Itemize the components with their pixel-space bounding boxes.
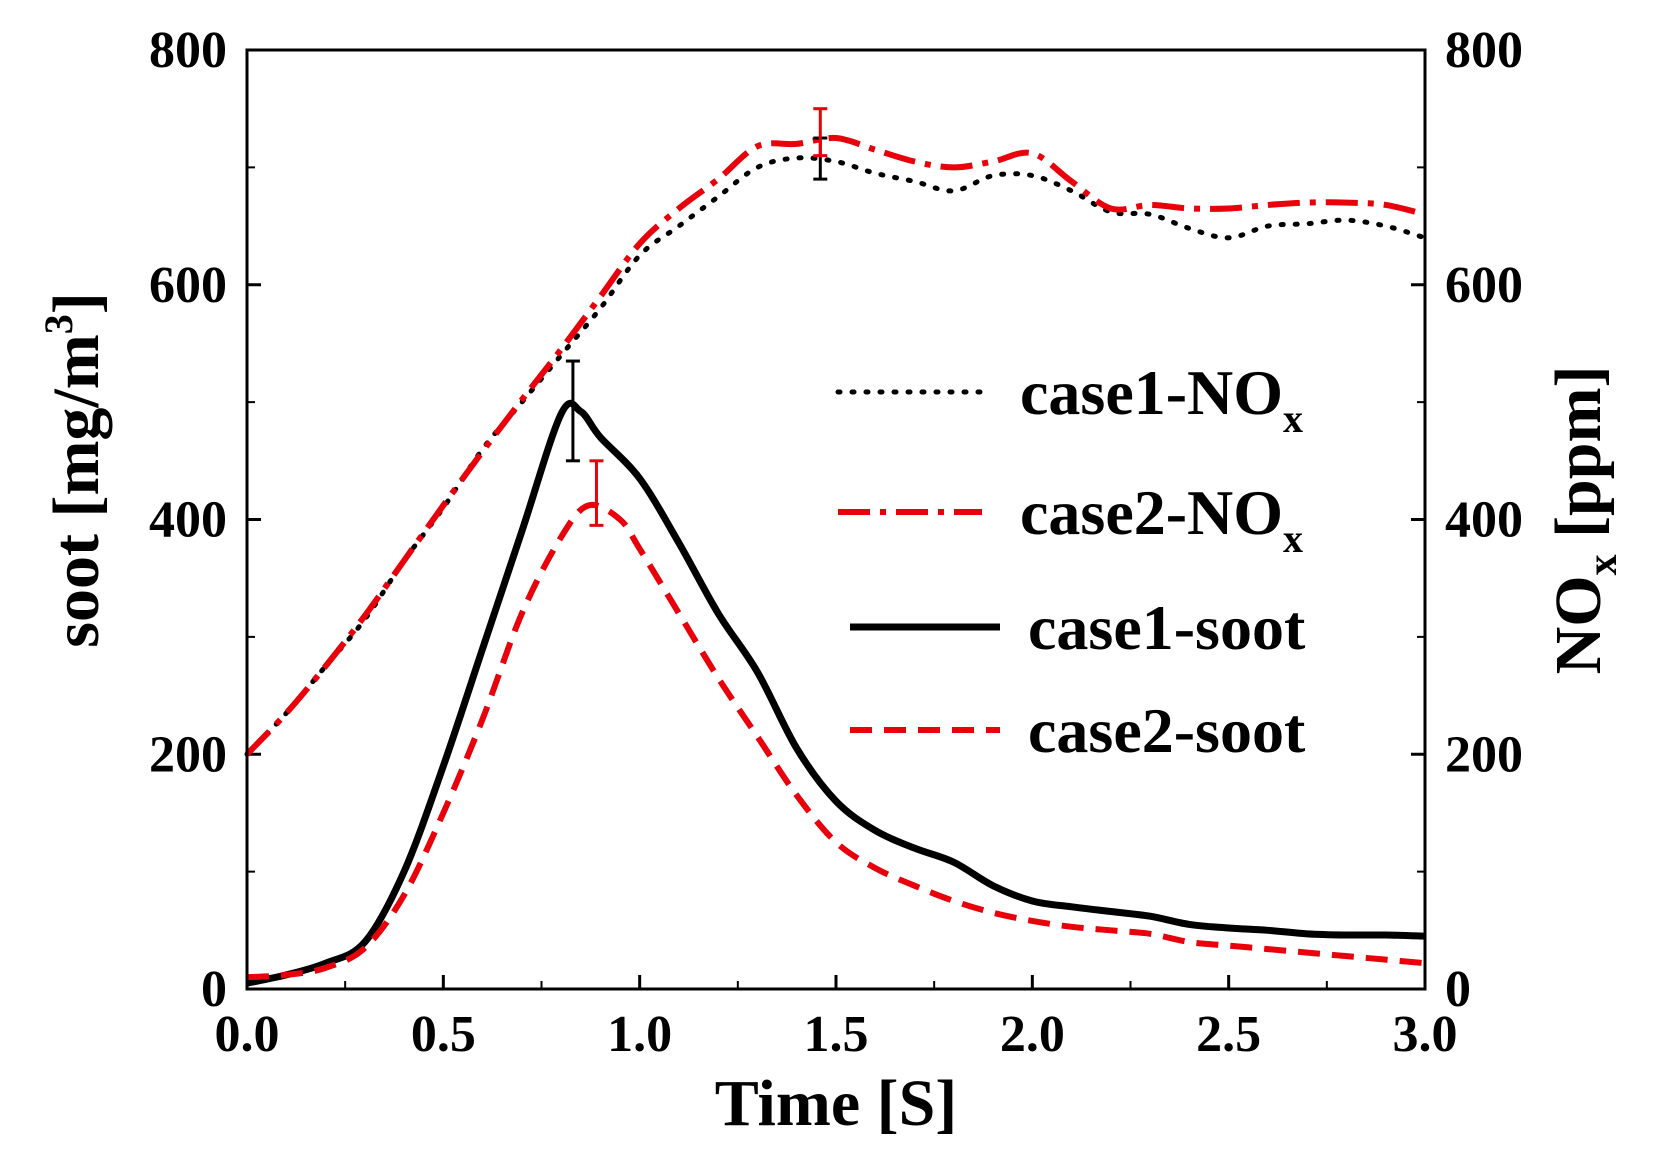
- legend-label-case1-nox-sub: x: [1283, 396, 1303, 441]
- legend-label-case1-nox-main: case1-NO: [1020, 357, 1283, 428]
- x-tick-label: 1.0: [607, 1006, 672, 1063]
- y-left-title-main: soot [mg/m: [40, 334, 113, 647]
- x-tick-label: 0.5: [411, 1006, 476, 1063]
- y-left-tick-label: 600: [149, 257, 227, 314]
- legend-label-case1-soot: case1-soot: [1028, 592, 1306, 663]
- legend-label-case2-nox-main: case2-NO: [1020, 477, 1283, 548]
- error-bar-case2-nox: [813, 107, 828, 158]
- legend-label-case2-nox: case2-NOx: [1020, 477, 1303, 561]
- y-left-tick-label: 0: [201, 961, 227, 1018]
- error-bar-case1-soot: [565, 359, 580, 463]
- y-left-title-sup: 3: [36, 314, 81, 334]
- x-tick-label: 2.5: [1196, 1006, 1261, 1063]
- error-bar-case2-soot: [589, 459, 604, 527]
- y-left-tick-label: 400: [149, 492, 227, 549]
- y-right-tick-label: 200: [1445, 726, 1523, 783]
- x-tick-label: 0.0: [215, 1006, 280, 1063]
- legend-entry-case2-nox: case2-NOx: [838, 477, 1303, 561]
- x-tick-label: 2.0: [1000, 1006, 1065, 1063]
- series-layer: [244, 134, 1428, 987]
- y-left-tick-label: 200: [149, 726, 227, 783]
- y-left-tick-label: 800: [149, 22, 227, 79]
- series-line-case1-nox: [244, 155, 1428, 757]
- x-tick-label: 3.0: [1393, 1006, 1458, 1063]
- y-right-tick-label: 600: [1445, 257, 1523, 314]
- legend-entry-case2-soot: case2-soot: [850, 695, 1306, 766]
- y-right-tick-label: 0: [1445, 961, 1471, 1018]
- plot-frame: [245, 48, 1427, 991]
- series-line-case2-soot: [246, 501, 1426, 981]
- legend-label-case1-nox: case1-NOx: [1020, 357, 1303, 441]
- y-right-axis-title: NOx [ppm]: [1542, 366, 1626, 675]
- legend-label-case2-soot: case2-soot: [1028, 695, 1306, 766]
- legend-label-case2-nox-sub: x: [1283, 516, 1303, 561]
- y-right-tick-label: 800: [1445, 22, 1523, 79]
- series-line-case2-nox: [244, 134, 1426, 757]
- y-right-title-main: NO: [1542, 575, 1615, 674]
- y-right-title-rest: [ppm]: [1542, 366, 1615, 555]
- x-tick-label: 1.5: [804, 1006, 869, 1063]
- errorbar-layer: [565, 107, 828, 527]
- y-right-tick-labels: 0 200 400 600 800: [1445, 22, 1523, 1018]
- y-left-axis-title: soot [mg/m3]: [36, 292, 113, 647]
- x-tick-labels: 0.0 0.5 1.0 1.5 2.0 2.5 3.0: [215, 1006, 1458, 1063]
- y-left-tick-labels: 0 200 400 600 800: [149, 22, 227, 1018]
- legend-entry-case1-nox: case1-NOx: [835, 357, 1303, 441]
- y-right-tick-label: 400: [1445, 492, 1523, 549]
- y-right-title-sub: x: [1580, 554, 1626, 575]
- legend-entry-case1-soot: case1-soot: [850, 592, 1306, 663]
- legend: case1-NOx case2-NOx case1-soot case2-soo…: [835, 357, 1306, 766]
- series-line-case1-soot: [246, 399, 1426, 987]
- x-axis-title: Time [S]: [715, 1067, 958, 1140]
- y-left-title-close: ]: [40, 292, 113, 314]
